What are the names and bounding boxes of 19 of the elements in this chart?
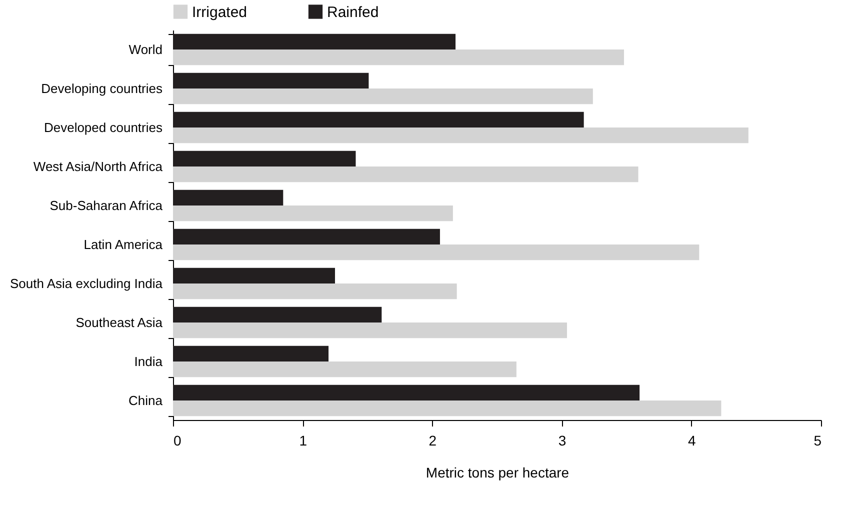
x-tick-label: 3 [558,432,566,448]
x-axis-title: Metric tons per hectare [426,464,570,480]
y-tick-label: South Asia excluding India [10,276,164,291]
x-tick-label: 5 [814,432,822,448]
x-tick-label: 0 [174,432,182,448]
y-tick-label: World [128,42,162,57]
y-tick-label: Southeast Asia [76,315,164,330]
x-tick-label: 2 [428,432,437,448]
x-tick-label: 4 [688,432,696,448]
legend-label: Irrigated [192,4,248,21]
y-tick-label: China [128,393,164,408]
legend-label: Rainfed [327,4,379,21]
y-tick-label: Sub-Saharan Africa [50,198,164,213]
y-tick-label: India [134,354,164,369]
y-tick-label: Latin America [84,237,164,252]
y-tick-label: West Asia/North Africa [33,159,164,174]
y-tick-label: Developed countries [44,120,163,135]
y-tick-label: Developing countries [41,81,163,96]
x-tick-label: 1 [299,432,308,448]
